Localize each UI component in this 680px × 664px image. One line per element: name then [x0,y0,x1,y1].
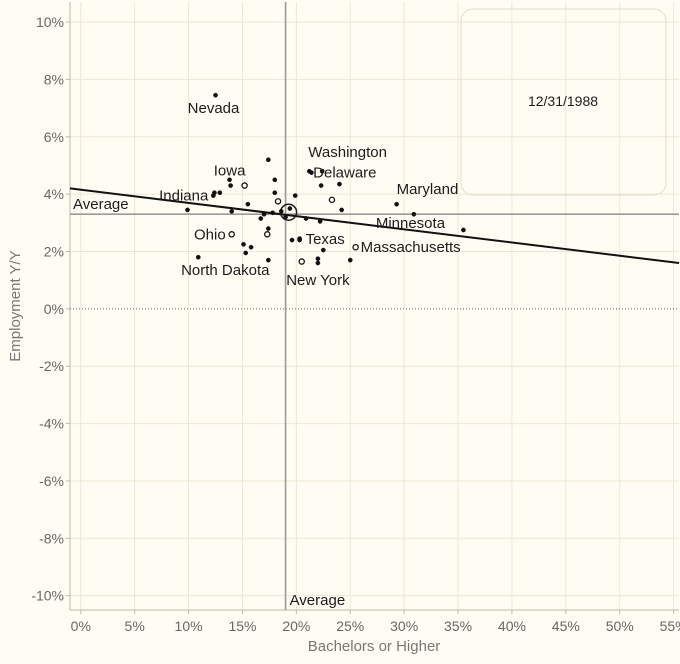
data-point [228,231,235,238]
trend-line-layer [69,187,680,264]
data-point [217,190,223,196]
state-label: Massachusetts [361,239,461,256]
data-point [298,258,305,265]
data-point [229,209,235,214]
data-point [317,219,323,224]
date-label: 12/31/1988 [528,93,598,109]
data-point [274,198,282,205]
data-point [309,170,314,175]
x-tick-label: 35% [444,618,472,634]
data-point [320,247,326,253]
data-point [411,211,417,217]
y-tick-label: -6% [39,473,64,489]
data-point [265,157,271,163]
reference-line-layer: Average Average [70,2,679,610]
data-point [261,211,267,217]
data-point [287,206,293,211]
x-average-label: Average [290,592,346,609]
x-tick-label: 45% [552,618,580,634]
data-point [245,201,251,207]
data-point [265,226,271,231]
y-tick-label: 8% [44,71,64,87]
y-tick-label: 2% [44,244,64,260]
data-point [228,183,233,188]
axis-layer [69,2,679,611]
x-tick-label: 40% [498,618,526,634]
data-point [264,231,271,238]
data-point [339,207,344,213]
data-point [241,241,246,247]
data-point [328,196,336,204]
state-label: Minnesota [376,215,446,232]
y-tick-label: 0% [44,301,64,317]
grid-layer [70,2,679,610]
data-point [212,190,217,196]
state-label: Washington [308,144,387,161]
x-tick-label: 10% [175,618,203,634]
y-tick-label: 4% [44,186,64,202]
data-point [278,209,284,214]
state-label: Maryland [397,181,459,198]
state-label: Texas [306,231,345,248]
data-point [227,177,232,183]
data-point [195,254,201,260]
trend-line [69,187,680,264]
y-tick-label: -8% [39,530,64,546]
x-tick-label: 20% [282,618,310,634]
y-tick-label: 6% [44,129,64,145]
x-axis-title: Bachelors or Higher [308,638,441,655]
x-tick-label: 0% [71,618,91,634]
point-layer [185,92,466,266]
data-point [352,243,359,251]
tick-label-layer: 0% 5% 10% 15% 20% 25% 30% 35% 40% 45% 50% 55% 10% 8% 6… [31,14,680,634]
data-point [318,183,324,188]
state-label: North Dakota [181,262,270,279]
data-point [292,193,298,198]
y-tick-label: -10% [31,588,64,604]
y-tick-label: 10% [36,14,64,30]
data-point [185,207,190,213]
x-tick-label: 55% [660,618,680,634]
data-point [272,190,278,196]
state-label: Indiana [159,188,209,205]
data-point [347,257,353,263]
plot-area [70,2,679,610]
data-point [248,244,254,250]
x-tick-label: 25% [336,618,364,634]
data-point [241,182,248,189]
date-annotation-box [460,8,667,196]
data-point [213,92,218,98]
x-tick-label: 50% [606,618,634,634]
data-point [297,236,302,241]
y-tick-label: -2% [39,358,64,374]
data-point [461,227,466,233]
state-label: Nevada [188,100,240,117]
data-point [289,237,295,243]
data-point [265,257,271,263]
y-axis-title: Employment Y/Y [7,250,24,361]
data-point [258,216,264,221]
data-point [394,201,399,207]
data-point [315,256,321,262]
data-point [243,250,249,256]
data-point [319,168,325,174]
y-tick-label: -4% [39,416,64,432]
data-point [315,260,321,266]
x-tick-label: 15% [228,618,256,634]
data-point [283,214,288,220]
state-label: New York [286,272,350,289]
x-tick-label: 5% [125,618,145,634]
state-label: Delaware [313,165,376,182]
state-label: Iowa [214,163,246,180]
data-point [303,216,309,221]
y-average-label: Average [73,196,129,213]
x-tick-label: 30% [390,618,418,634]
data-point [272,177,278,183]
state-label: Ohio [194,226,226,243]
data-point [337,181,342,187]
data-point [270,210,275,216]
label-layer: Nevada Iowa Indiana Ohio North Dakota Washing… [159,100,461,289]
